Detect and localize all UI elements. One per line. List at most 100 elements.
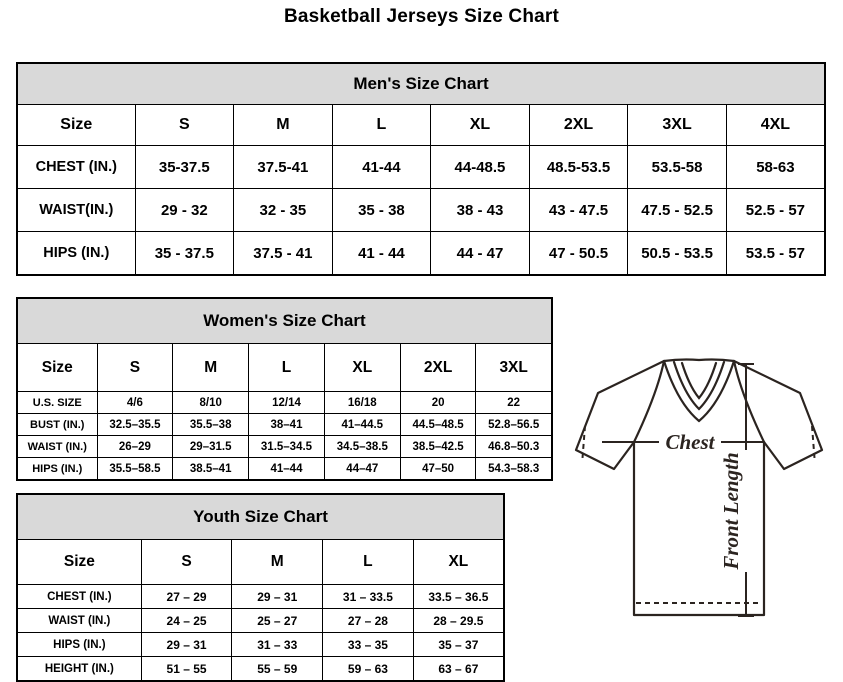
womens-bust-l: 38–41 [248, 413, 325, 436]
womens-us-size-l: 12/14 [248, 391, 325, 414]
youth-hips-m: 31 – 33 [231, 632, 324, 657]
mens-col-header-2xl: 2XL [528, 104, 629, 146]
youth-table-head: Youth Size Chart Size S M L XL [16, 493, 505, 585]
womens-waist-xl: 34.5–38.5 [323, 435, 401, 458]
mens-row-label-chest: CHEST (IN.) [16, 145, 136, 189]
table-row: WAIST (IN.) 24 – 25 25 – 27 27 – 28 28 –… [16, 608, 505, 633]
womens-bust-m: 35.5–38 [172, 413, 250, 436]
table-row: HIPS (IN.) 29 – 31 31 – 33 33 – 35 35 – … [16, 632, 505, 657]
womens-us-size-2xl: 20 [399, 391, 477, 414]
table-row: U.S. SIZE 4/6 8/10 12/14 16/18 20 22 [16, 391, 553, 414]
youth-chest-s: 27 – 29 [140, 584, 233, 609]
youth-height-l: 59 – 63 [322, 656, 414, 682]
mens-waist-s: 29 - 32 [134, 188, 235, 232]
womens-row-label-bust: BUST (IN.) [16, 413, 98, 436]
table-row: HIPS (IN.) 35 - 37.5 37.5 - 41 41 - 44 4… [16, 231, 826, 276]
youth-size-chart-table: Youth Size Chart Size S M L XL CHEST (IN… [16, 493, 505, 682]
womens-col-header-l: L [248, 343, 325, 392]
womens-waist-m: 29–31.5 [172, 435, 250, 458]
womens-waist-l: 31.5–34.5 [248, 435, 325, 458]
table-row: WAIST(IN.) 29 - 32 32 - 35 35 - 38 38 - … [16, 188, 826, 232]
mens-size-header: Size [16, 104, 136, 146]
mens-hips-4xl: 53.5 - 57 [725, 231, 826, 276]
womens-row-label-hips: HIPS (IN.) [16, 457, 98, 481]
youth-chest-m: 29 – 31 [231, 584, 324, 609]
mens-table-head: Men's Size Chart Size S M L XL 2XL 3XL 4… [16, 62, 826, 146]
mens-waist-4xl: 52.5 - 57 [725, 188, 826, 232]
mens-size-chart-table: Men's Size Chart Size S M L XL 2XL 3XL 4… [16, 62, 826, 276]
womens-table-title: Women's Size Chart [16, 297, 553, 344]
youth-row-label-chest: CHEST (IN.) [16, 584, 142, 609]
table-row: WAIST (IN.) 26–29 29–31.5 31.5–34.5 34.5… [16, 435, 553, 458]
table-row: BUST (IN.) 32.5–35.5 35.5–38 38–41 41–44… [16, 413, 553, 436]
womens-hips-s: 35.5–58.5 [96, 457, 174, 481]
womens-size-header: Size [16, 343, 98, 392]
youth-col-header-m: M [231, 539, 324, 585]
mens-hips-2xl: 47 - 50.5 [528, 231, 629, 276]
mens-hips-xl: 44 - 47 [430, 231, 530, 276]
mens-table-body: CHEST (IN.) 35-37.5 37.5-41 41-44 44-48.… [16, 145, 826, 276]
jersey-measurement-diagram: Chest Front Length [556, 345, 841, 665]
womens-table-head: Women's Size Chart Size S M L XL 2XL 3XL [16, 297, 553, 392]
mens-col-header-s: S [134, 104, 235, 146]
mens-col-header-xl: XL [430, 104, 530, 146]
womens-hips-xl: 44–47 [323, 457, 401, 481]
table-row: HIPS (IN.) 35.5–58.5 38.5–41 41–44 44–47… [16, 457, 553, 481]
youth-table-title: Youth Size Chart [16, 493, 505, 540]
womens-hips-m: 38.5–41 [172, 457, 250, 481]
mens-chest-s: 35-37.5 [134, 145, 235, 189]
mens-chest-xl: 44-48.5 [430, 145, 530, 189]
mens-col-header-m: M [233, 104, 333, 146]
womens-row-label-us-size: U.S. SIZE [16, 391, 98, 414]
womens-size-chart-table: Women's Size Chart Size S M L XL 2XL 3XL… [16, 297, 553, 481]
youth-chest-xl: 33.5 – 36.5 [412, 584, 505, 609]
youth-row-label-waist: WAIST (IN.) [16, 608, 142, 633]
womens-hips-2xl: 47–50 [399, 457, 477, 481]
table-row: HEIGHT (IN.) 51 – 55 55 – 59 59 – 63 63 … [16, 656, 505, 682]
womens-us-size-m: 8/10 [172, 391, 250, 414]
mens-chest-2xl: 48.5-53.5 [528, 145, 629, 189]
mens-waist-3xl: 47.5 - 52.5 [627, 188, 727, 232]
womens-bust-3xl: 52.8–56.5 [475, 413, 553, 436]
mens-title-row: Men's Size Chart [16, 62, 826, 105]
mens-col-header-3xl: 3XL [627, 104, 727, 146]
mens-hips-l: 41 - 44 [331, 231, 432, 276]
youth-col-header-s: S [140, 539, 233, 585]
womens-waist-s: 26–29 [96, 435, 174, 458]
womens-header-row: Size S M L XL 2XL 3XL [16, 343, 553, 392]
chest-measurement-label: Chest [665, 430, 715, 454]
womens-waist-2xl: 38.5–42.5 [399, 435, 477, 458]
youth-waist-s: 24 – 25 [140, 608, 233, 633]
womens-us-size-s: 4/6 [96, 391, 174, 414]
mens-hips-s: 35 - 37.5 [134, 231, 235, 276]
youth-hips-l: 33 – 35 [322, 632, 414, 657]
mens-waist-xl: 38 - 43 [430, 188, 530, 232]
womens-col-header-xl: XL [323, 343, 401, 392]
youth-row-label-height: HEIGHT (IN.) [16, 656, 142, 682]
youth-row-label-hips: HIPS (IN.) [16, 632, 142, 657]
youth-waist-l: 27 – 28 [322, 608, 414, 633]
youth-height-xl: 63 – 67 [412, 656, 505, 682]
womens-col-header-m: M [172, 343, 250, 392]
mens-row-label-hips: HIPS (IN.) [16, 231, 136, 276]
womens-table-body: U.S. SIZE 4/6 8/10 12/14 16/18 20 22 BUS… [16, 391, 553, 481]
youth-title-row: Youth Size Chart [16, 493, 505, 540]
womens-bust-xl: 41–44.5 [323, 413, 401, 436]
youth-waist-xl: 28 – 29.5 [412, 608, 505, 633]
mens-row-label-waist: WAIST(IN.) [16, 188, 136, 232]
youth-waist-m: 25 – 27 [231, 608, 324, 633]
womens-col-header-3xl: 3XL [475, 343, 553, 392]
womens-bust-s: 32.5–35.5 [96, 413, 174, 436]
mens-chest-m: 37.5-41 [233, 145, 333, 189]
youth-size-header: Size [16, 539, 142, 585]
youth-header-row: Size S M L XL [16, 539, 505, 585]
table-row: CHEST (IN.) 27 – 29 29 – 31 31 – 33.5 33… [16, 584, 505, 609]
womens-bust-2xl: 44.5–48.5 [399, 413, 477, 436]
table-row: CHEST (IN.) 35-37.5 37.5-41 41-44 44-48.… [16, 145, 826, 189]
page-title: Basketball Jerseys Size Chart [283, 6, 560, 27]
womens-us-size-xl: 16/18 [323, 391, 401, 414]
youth-height-s: 51 – 55 [140, 656, 233, 682]
mens-chest-4xl: 58-63 [725, 145, 826, 189]
youth-col-header-xl: XL [412, 539, 505, 585]
womens-hips-3xl: 54.3–58.3 [475, 457, 553, 481]
